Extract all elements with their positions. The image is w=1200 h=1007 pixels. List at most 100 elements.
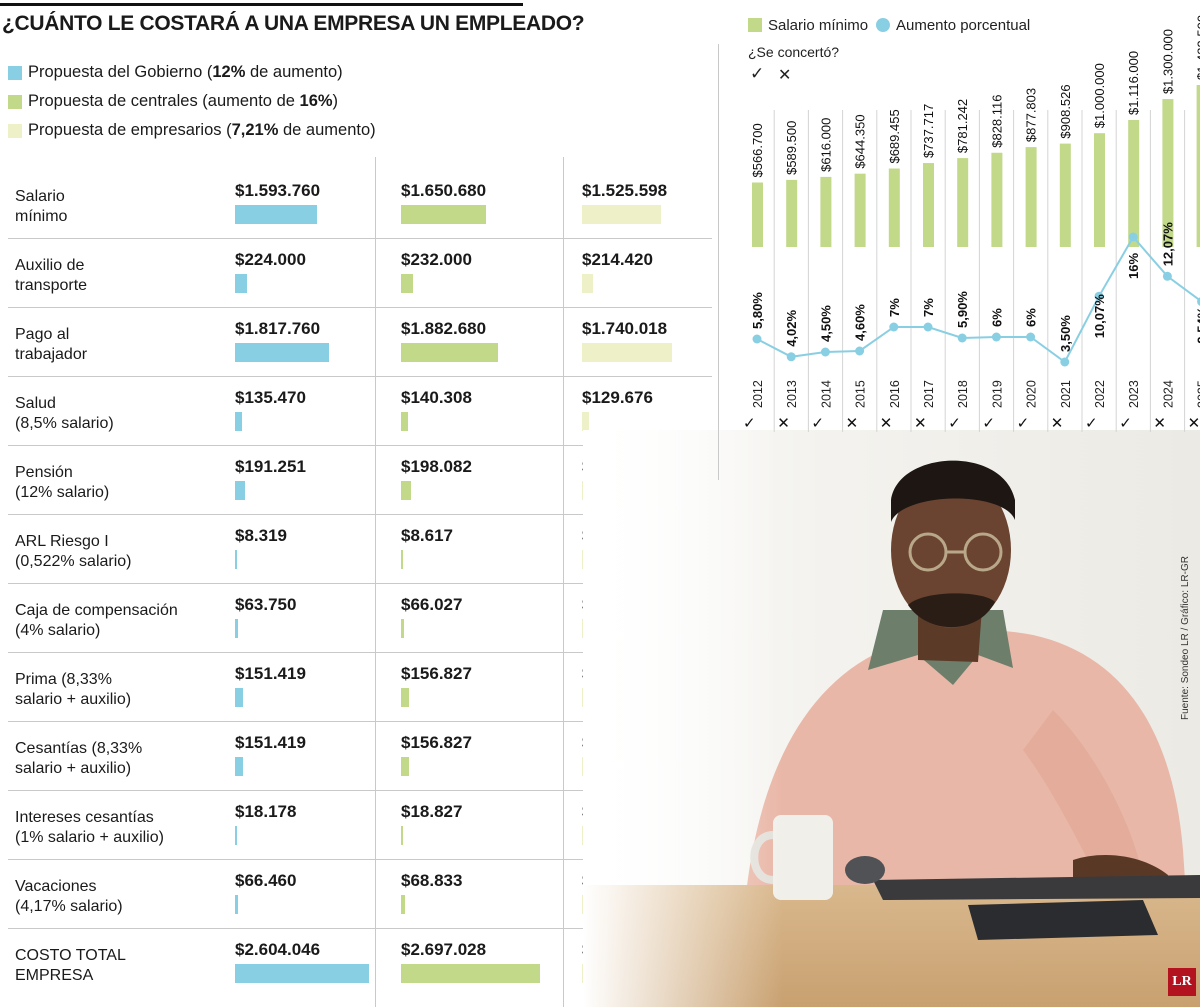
year-label: 2025 xyxy=(1196,380,1200,408)
minimum-wage-chart: Salario mínimo Aumento porcentual ¿Se co… xyxy=(718,0,1200,480)
concerted-yes-icon: ✓ xyxy=(811,414,824,432)
year-label: 2017 xyxy=(922,380,936,408)
increase-label: 3,50% xyxy=(1058,315,1073,352)
increase-line xyxy=(756,235,1200,364)
row-label: Caja de compensación (4% salario) xyxy=(15,601,178,641)
row-label-line: Cesantías (8,33% xyxy=(15,740,143,757)
row-divider xyxy=(8,721,712,722)
value-bar xyxy=(582,412,589,431)
year-label: 2019 xyxy=(990,380,1004,408)
concerted-yes-icon: ✓ xyxy=(743,414,756,432)
legend-label-aumento: Aumento porcentual xyxy=(896,17,1031,34)
row-label-line: trabajador xyxy=(15,346,88,363)
value-label: $2.697.028 xyxy=(401,940,487,959)
value-label: $18.827 xyxy=(401,802,463,821)
value-bar xyxy=(235,481,245,500)
row-divider xyxy=(8,445,712,446)
value-label: $214.420 xyxy=(582,250,653,269)
value-label: $1.882.680 xyxy=(401,319,487,338)
wage-label: $589.500 xyxy=(784,121,799,175)
legend-label: Propuesta del Gobierno (12% de aumento) xyxy=(28,63,343,81)
value-label: $68.833 xyxy=(401,871,463,890)
value-bar xyxy=(401,274,413,293)
legend-swatch xyxy=(8,123,22,138)
concerted-yes-icon: ✓ xyxy=(1017,414,1030,432)
wage-bar xyxy=(820,176,832,247)
increase-label: 5,90% xyxy=(955,291,970,328)
concerted-yes-icon: ✓ xyxy=(982,414,995,432)
wage-bar xyxy=(1094,133,1105,247)
row-label: Vacaciones (4,17% salario) xyxy=(15,877,123,917)
increase-point xyxy=(820,347,830,357)
photo-illustration xyxy=(583,430,1200,1007)
increase-label: 10,07% xyxy=(1092,294,1107,339)
row-label-line: salario + auxilio) xyxy=(15,691,132,708)
row-label: Auxilio de transporte xyxy=(15,256,87,296)
wage-bar xyxy=(991,152,1003,247)
value-bar xyxy=(235,826,237,845)
wage-bar xyxy=(957,158,969,247)
row-label-line: (4,17% salario) xyxy=(15,898,123,915)
value-label: $151.419 xyxy=(235,664,306,683)
increase-label: 4,02% xyxy=(784,309,799,346)
year-label: 2022 xyxy=(1093,380,1107,408)
value-label: $1.525.598 xyxy=(582,181,668,200)
wage-bar xyxy=(1128,119,1140,247)
concerted-yes-icon: ✓ xyxy=(1119,414,1132,432)
increase-point xyxy=(1026,332,1036,342)
wage-label: $828.116 xyxy=(989,94,1004,147)
value-bar xyxy=(235,274,247,293)
wage-label: $737.717 xyxy=(921,104,936,158)
row-label-line: transporte xyxy=(15,277,88,294)
wage-label: $1.116.000 xyxy=(1126,51,1141,115)
row-divider xyxy=(8,928,712,929)
value-bar xyxy=(235,757,243,776)
wage-label: $1.300.000 xyxy=(1160,29,1175,94)
wage-label: $908.526 xyxy=(1058,84,1073,138)
increase-label: 9,54% xyxy=(1195,306,1200,343)
value-label: $8.319 xyxy=(235,526,287,545)
concerted-no-icon: ✕ xyxy=(1051,414,1064,432)
row-label-line: Vacaciones xyxy=(15,878,97,895)
wage-label: $616.000 xyxy=(818,118,833,172)
value-bar xyxy=(235,205,317,224)
legend-label: Propuesta de empresarios (7,21% de aumen… xyxy=(28,121,376,139)
year-label: 2015 xyxy=(854,380,868,408)
increase-label: 5,80% xyxy=(750,292,765,329)
column-divider xyxy=(375,157,376,1007)
row-label-line: Prima (8,33% xyxy=(15,671,112,688)
value-bar xyxy=(401,688,410,707)
row-label-line: Salario xyxy=(15,188,65,205)
value-label: $8.617 xyxy=(401,526,453,545)
row-label: Pensión (12% salario) xyxy=(15,463,109,503)
increase-label: 4,60% xyxy=(853,304,868,341)
column-divider xyxy=(563,157,564,1007)
legend-item: Propuesta de empresarios (7,21% de aumen… xyxy=(8,121,376,140)
year-label: 2020 xyxy=(1025,380,1039,408)
increase-point xyxy=(786,352,796,362)
wage-label: $644.350 xyxy=(853,114,868,168)
increase-label: 7% xyxy=(887,298,902,317)
increase-point xyxy=(1060,357,1070,367)
legend-label-salario: Salario mínimo xyxy=(768,17,869,34)
year-label: 2024 xyxy=(1161,380,1175,408)
row-label-line: Intereses cesantías xyxy=(15,809,154,826)
legend-swatch xyxy=(8,94,22,109)
year-label: 2013 xyxy=(785,380,799,408)
value-bar xyxy=(582,343,672,362)
row-label-line: ARL Riesgo I xyxy=(15,533,109,550)
increase-point xyxy=(991,332,1001,342)
increase-point xyxy=(855,346,865,356)
row-label-line: COSTO TOTAL xyxy=(15,947,126,964)
value-bar xyxy=(401,412,409,431)
row-divider xyxy=(8,307,712,308)
value-label: $151.419 xyxy=(235,733,306,752)
increase-point xyxy=(1128,232,1138,242)
increase-point xyxy=(957,333,967,343)
row-label-line: Auxilio de xyxy=(15,257,85,274)
value-label: $63.750 xyxy=(235,595,297,614)
row-label-line: EMPRESA xyxy=(15,967,94,984)
wage-bar xyxy=(786,179,798,247)
value-bar xyxy=(401,343,498,362)
legend-item: Propuesta de centrales (aumento de 16%) xyxy=(8,92,338,111)
